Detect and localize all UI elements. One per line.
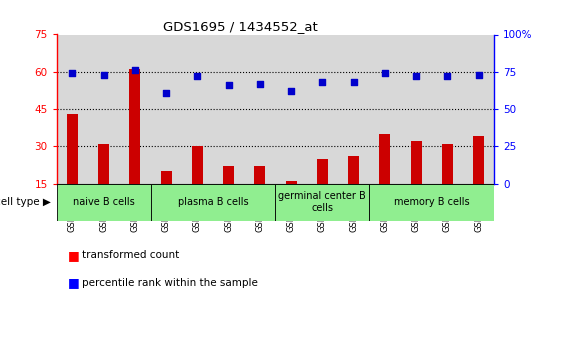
Point: [381, 70, 390, 76]
Bar: [192, 146, 203, 184]
Bar: [57, 34, 88, 184]
Bar: [400, 34, 432, 184]
Text: plasma B cells: plasma B cells: [178, 197, 248, 207]
Point: [474, 72, 483, 78]
Title: GDS1695 / 1434552_at: GDS1695 / 1434552_at: [163, 20, 318, 33]
Bar: [244, 34, 275, 184]
Bar: [432, 34, 463, 184]
Bar: [213, 34, 244, 184]
Bar: [98, 144, 109, 184]
Point: [193, 73, 202, 79]
Bar: [463, 34, 494, 184]
Bar: [338, 34, 369, 184]
Bar: [151, 34, 182, 184]
Bar: [254, 166, 265, 184]
Text: ■: ■: [68, 249, 80, 262]
Bar: [411, 141, 421, 184]
Text: memory B cells: memory B cells: [394, 197, 470, 207]
Bar: [182, 34, 213, 184]
Text: transformed count: transformed count: [82, 250, 179, 260]
Bar: [369, 184, 494, 221]
Text: percentile rank within the sample: percentile rank within the sample: [82, 278, 258, 288]
Point: [286, 88, 295, 94]
Bar: [286, 181, 296, 184]
Bar: [317, 159, 328, 184]
Bar: [442, 144, 453, 184]
Bar: [275, 184, 369, 221]
Point: [411, 73, 420, 79]
Point: [131, 68, 140, 73]
Bar: [369, 34, 400, 184]
Point: [318, 79, 327, 85]
Text: ■: ■: [68, 276, 80, 289]
Text: cell type ▶: cell type ▶: [0, 197, 51, 207]
Point: [161, 90, 170, 95]
Point: [256, 81, 265, 87]
Bar: [348, 156, 359, 184]
Bar: [57, 184, 151, 221]
Point: [349, 79, 358, 85]
Point: [99, 72, 108, 78]
Bar: [119, 34, 151, 184]
Bar: [379, 134, 390, 184]
Bar: [151, 184, 275, 221]
Point: [224, 82, 233, 88]
Bar: [307, 34, 338, 184]
Bar: [88, 34, 119, 184]
Bar: [161, 171, 172, 184]
Bar: [67, 114, 78, 184]
Text: germinal center B
cells: germinal center B cells: [278, 191, 366, 213]
Bar: [473, 136, 484, 184]
Point: [443, 73, 452, 79]
Bar: [130, 69, 140, 184]
Bar: [275, 34, 307, 184]
Bar: [223, 166, 234, 184]
Point: [68, 70, 77, 76]
Text: naive B cells: naive B cells: [73, 197, 135, 207]
